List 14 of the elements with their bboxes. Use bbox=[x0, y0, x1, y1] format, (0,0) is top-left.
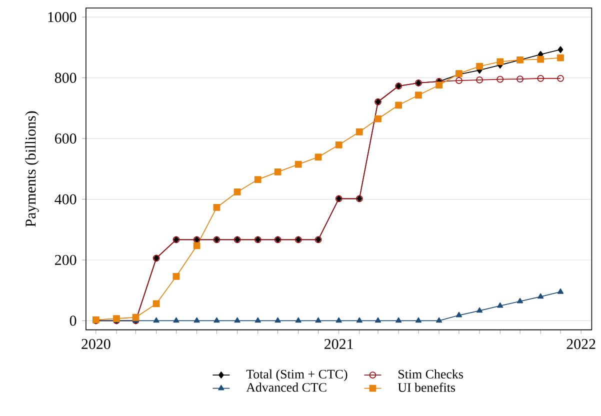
y-tick-label: 200 bbox=[55, 255, 76, 266]
y-tick-label: 800 bbox=[54, 72, 76, 83]
y-tick-label: 1000 bbox=[48, 12, 76, 22]
x-tick-label: 2021 bbox=[324, 339, 353, 350]
legend-label: Advanced CTC bbox=[246, 382, 326, 392]
legend-label: Stim Checks bbox=[398, 370, 463, 379]
legend-label: Total (Stim + CTC) bbox=[246, 370, 348, 382]
y-tick-label: 0 bbox=[70, 316, 76, 326]
x-tick-label: 2020 bbox=[82, 339, 110, 350]
y-tick-label: 600 bbox=[55, 134, 76, 144]
y-tick-label: 400 bbox=[54, 194, 76, 204]
legend-label: UI benefits bbox=[398, 382, 456, 392]
y-axis-title: Payments (billions) bbox=[25, 111, 39, 227]
x-tick-label: 2022 bbox=[566, 339, 596, 350]
